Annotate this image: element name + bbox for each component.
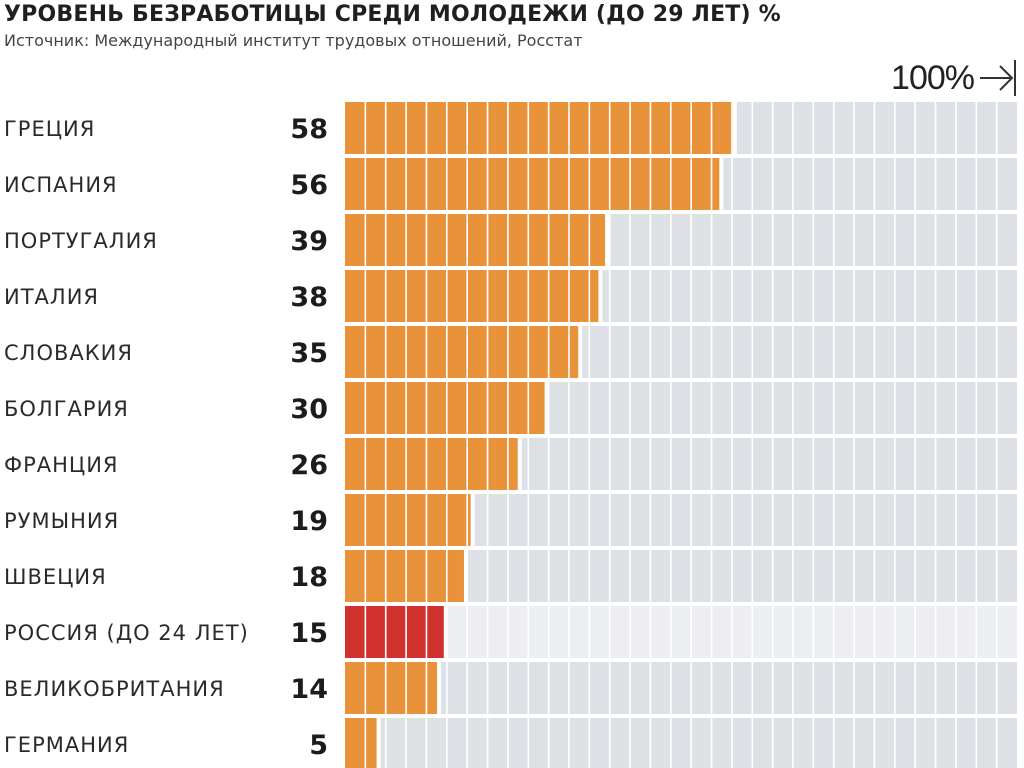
category-label: ИТАЛИЯ [4,285,99,309]
category-label: ШВЕЦИЯ [4,565,107,589]
value-label: 58 [290,114,328,145]
scale-marker: 100% [891,58,1018,98]
bar [345,270,601,322]
category-label: РУМЫНИЯ [4,509,119,533]
bar-track [345,662,1017,714]
bar-row: ГРЕЦИЯ 58 [4,102,1017,154]
category-label: РОССИЯ (ДО 24 ЛЕТ) [4,621,249,645]
bar [345,662,440,714]
value-label: 38 [290,282,328,313]
bar [345,606,446,658]
bar-track [345,606,1017,658]
value-label: 5 [309,730,328,761]
bar-row: ИСПАНИЯ 56 [4,158,1017,210]
value-label: 39 [290,226,328,257]
category-label: ГРЕЦИЯ [4,117,95,141]
bar [345,438,520,490]
chart-source: Источник: Международный институт трудовы… [4,31,583,50]
bar-row: ФРАНЦИЯ 26 [4,438,1017,490]
bar [345,214,608,266]
value-label: 14 [290,674,328,705]
arrow-right-icon [980,60,1016,96]
value-label: 35 [290,338,328,369]
bar-row: СЛОВАКИЯ 35 [4,326,1017,378]
value-label: 19 [290,506,328,537]
bar-row: РУМЫНИЯ 19 [4,494,1017,546]
value-label: 26 [290,450,328,481]
category-label: ИСПАНИЯ [4,173,118,197]
bar [345,382,547,434]
bar [345,326,581,378]
bar [345,102,735,154]
category-label: ГЕРМАНИЯ [4,733,129,757]
bar-track [345,718,1017,768]
chart-title: УРОВЕНЬ БЕЗРАБОТИЦЫ СРЕДИ МОЛОДЕЖИ (ДО 2… [4,2,781,27]
bar-row: ПОРТУГАЛИЯ 39 [4,214,1017,266]
value-label: 18 [290,562,328,593]
value-label: 15 [290,618,328,649]
category-label: ПОРТУГАЛИЯ [4,229,158,253]
value-label: 30 [290,394,328,425]
bar-row: РОССИЯ (ДО 24 ЛЕТ) 15 [4,606,1017,658]
category-label: СЛОВАКИЯ [4,341,133,365]
bar [345,718,379,768]
bar-row: ГЕРМАНИЯ 5 [4,718,1017,768]
bar-row: ИТАЛИЯ 38 [4,270,1017,322]
value-label: 56 [290,170,328,201]
bar [345,158,722,210]
bar-row: БОЛГАРИЯ 30 [4,382,1017,434]
bar [345,494,473,546]
category-label: ФРАНЦИЯ [4,453,119,477]
category-label: ВЕЛИКОБРИТАНИЯ [4,677,225,701]
category-label: БОЛГАРИЯ [4,397,129,421]
bar-row: ВЕЛИКОБРИТАНИЯ 14 [4,662,1017,714]
bar-row: ШВЕЦИЯ 18 [4,550,1017,602]
scale-max-label: 100% [891,58,975,97]
